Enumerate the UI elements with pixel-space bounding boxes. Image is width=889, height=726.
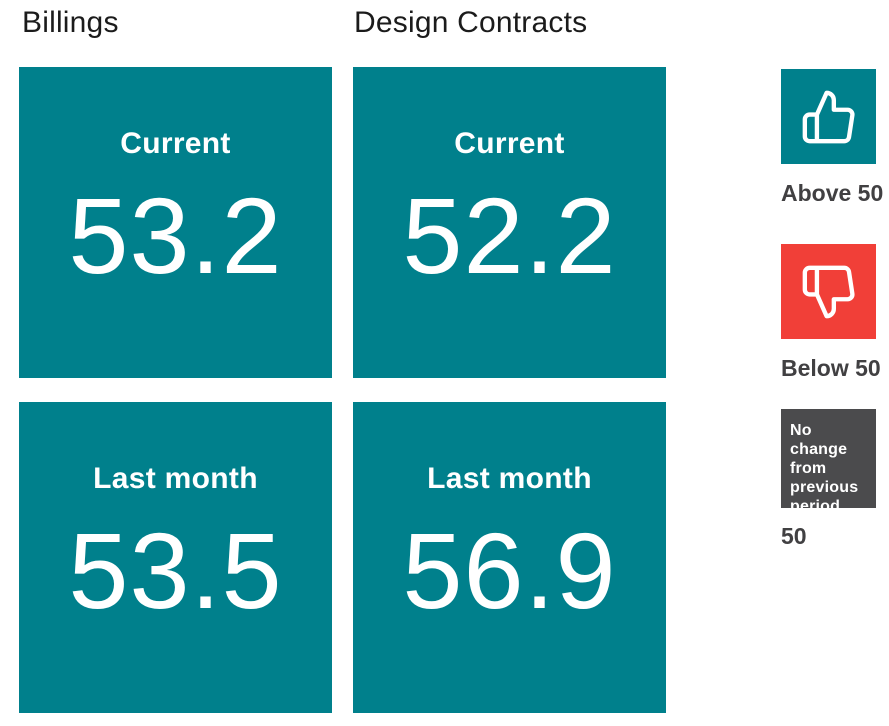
thumbs-up-icon	[802, 90, 855, 143]
design-contracts-column-header: Design Contracts	[354, 6, 588, 39]
tile-value: 53.2	[68, 175, 283, 296]
no-change-label: 50	[781, 523, 807, 549]
billings-current-tile: Current 53.2	[19, 67, 332, 378]
above-50-label: Above 50	[781, 180, 884, 206]
below-50-label: Below 50	[781, 355, 881, 381]
below-50-swatch	[781, 244, 876, 339]
above-50-swatch	[781, 69, 876, 164]
tile-label: Current	[454, 127, 565, 160]
tile-value: 56.9	[402, 510, 617, 631]
tile-value: 53.5	[68, 510, 283, 631]
tile-label: Current	[120, 127, 231, 160]
billings-column-header: Billings	[22, 6, 119, 39]
legend: Above 50 Below 50 No change from previou…	[781, 69, 889, 548]
thumbs-down-icon	[802, 265, 855, 318]
tile-value: 52.2	[402, 175, 617, 296]
billings-last-month-tile: Last month 53.5	[19, 402, 332, 713]
design-contracts-current-tile: Current 52.2	[353, 67, 666, 378]
no-change-swatch-text: No change from previous period	[790, 422, 859, 515]
tile-label: Last month	[93, 462, 258, 495]
no-change-swatch: No change from previous period	[781, 409, 876, 515]
tile-label: Last month	[427, 462, 592, 495]
design-contracts-last-month-tile: Last month 56.9	[353, 402, 666, 713]
